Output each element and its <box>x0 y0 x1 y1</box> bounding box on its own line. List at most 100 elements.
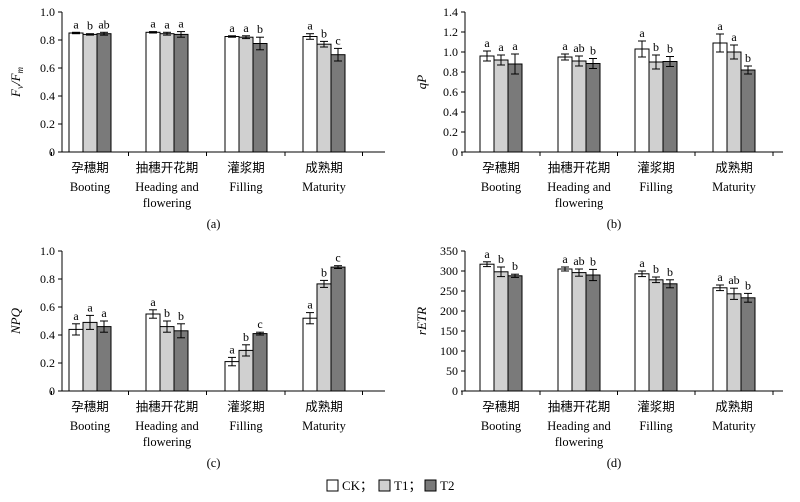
significance-letter: a <box>150 295 156 309</box>
significance-letter: a <box>731 30 737 44</box>
bar-t2 <box>173 330 189 392</box>
category-label-zh: 孕穗期 <box>482 400 520 414</box>
significance-letter: a <box>243 21 249 35</box>
category-label-en: Heading and <box>135 180 199 194</box>
legend-swatch-t1 <box>378 479 391 492</box>
y-tick-label: 0.2 <box>40 356 55 370</box>
y-tick-label: 0.6 <box>443 85 458 99</box>
bar-t1 <box>238 36 254 153</box>
category-label-en: Heading and <box>135 419 199 433</box>
legend-label: T1； <box>394 478 421 494</box>
category-label-en: Filling <box>639 419 673 433</box>
y-axis-label: Fv/Fm <box>8 66 25 98</box>
y-tick-label: 250 <box>440 284 458 298</box>
y-tick-label: 0.2 <box>40 117 55 131</box>
panel-caption: (c) <box>207 456 221 470</box>
bar-ck <box>145 313 161 392</box>
legend-label: T2 <box>440 478 454 493</box>
significance-letter: a <box>484 36 490 50</box>
bar-t2 <box>585 274 601 392</box>
bar-t2 <box>507 63 523 153</box>
significance-letter: b <box>745 51 751 65</box>
category-label-zh: 孕穗期 <box>482 161 520 175</box>
panel-a: 00.20.40.60.81.0Fv/Fmaaaabaabababc孕穗期Boo… <box>8 5 385 231</box>
significance-letter: c <box>257 317 262 331</box>
y-tick-label: 0.4 <box>443 105 458 119</box>
category-label-zh: 灌浆期 <box>637 399 675 414</box>
bar-t2 <box>252 43 268 153</box>
category-label-en: flowering <box>555 435 604 449</box>
category-label-en: Filling <box>229 180 263 194</box>
significance-letter: a <box>87 300 93 314</box>
significance-letter: c <box>335 251 340 265</box>
bar-ck <box>479 263 495 392</box>
category-label-en: Heading and <box>547 419 611 433</box>
significance-letter: b <box>667 265 673 279</box>
bar-ck <box>145 31 161 153</box>
bar-t2 <box>330 54 346 153</box>
bar-t2 <box>662 283 678 392</box>
bar-ck <box>712 42 728 153</box>
legend-swatch-ck <box>326 479 339 492</box>
category-label-en: flowering <box>143 435 192 449</box>
significance-letter: a <box>178 17 184 31</box>
bar-t1 <box>316 283 332 392</box>
category-label-en: Booting <box>481 180 522 194</box>
significance-letter: b <box>590 44 596 58</box>
bar-t1 <box>648 279 664 392</box>
category-label-zh: 成熟期 <box>715 399 753 414</box>
bar-t1 <box>82 321 98 392</box>
bar-t1 <box>571 60 587 153</box>
category-label-zh: 灌浆期 <box>227 160 265 175</box>
bar-t2 <box>740 69 756 153</box>
category-label-en: Booting <box>70 180 111 194</box>
category-label-en: Booting <box>481 419 522 433</box>
y-axis-label-part: m <box>15 66 25 73</box>
y-tick-label: 0.8 <box>443 65 458 79</box>
significance-letter: a <box>512 39 518 53</box>
bar-t1 <box>82 33 98 153</box>
significance-letter: c <box>335 33 340 47</box>
bar-ck <box>634 48 650 153</box>
significance-letter: ab <box>573 254 584 268</box>
bar-ck <box>634 273 650 392</box>
y-tick-label: 300 <box>440 264 458 278</box>
y-tick-label: 350 <box>440 244 458 258</box>
category-label-en: Heading and <box>547 180 611 194</box>
significance-letter: b <box>87 19 93 33</box>
y-tick-label: 100 <box>440 344 458 358</box>
y-tick-label: 150 <box>440 324 458 338</box>
panel-caption: (b) <box>607 217 622 231</box>
significance-letter: a <box>498 40 504 54</box>
significance-letter: b <box>667 42 673 56</box>
significance-letter: b <box>257 22 263 36</box>
bar-ck <box>712 287 728 392</box>
bar-ck <box>479 55 495 153</box>
bar-ck <box>557 56 573 153</box>
y-axis-label-part: /F <box>8 72 23 86</box>
y-axis-label-part: v <box>15 85 25 89</box>
bar-t1 <box>493 59 509 153</box>
significance-letter: ab <box>573 41 584 55</box>
category-label-zh: 抽穗开花期 <box>548 399 611 414</box>
bar-t1 <box>648 61 664 153</box>
y-tick-label: 0.6 <box>40 300 55 314</box>
significance-letter: b <box>653 40 659 54</box>
category-label-zh: 成熟期 <box>305 399 343 414</box>
panel-c: 00.20.40.60.81.0NPQaaaaabbbabcc孕穗期Bootin… <box>8 244 385 470</box>
significance-letter: a <box>73 17 79 31</box>
y-axis-label: qP <box>414 75 429 90</box>
significance-letter: b <box>653 262 659 276</box>
y-axis-label: rETR <box>414 307 429 335</box>
y-axis-label-part: F <box>8 88 23 98</box>
significance-letter: b <box>321 26 327 40</box>
category-label-en: Maturity <box>302 419 346 433</box>
category-label-en: Maturity <box>712 180 756 194</box>
bar-t2 <box>330 266 346 392</box>
category-label-en: flowering <box>555 196 604 210</box>
significance-letter: a <box>101 306 107 320</box>
y-tick-label: 0.8 <box>40 272 55 286</box>
bar-t1 <box>159 326 175 392</box>
category-label-en: Filling <box>229 419 263 433</box>
